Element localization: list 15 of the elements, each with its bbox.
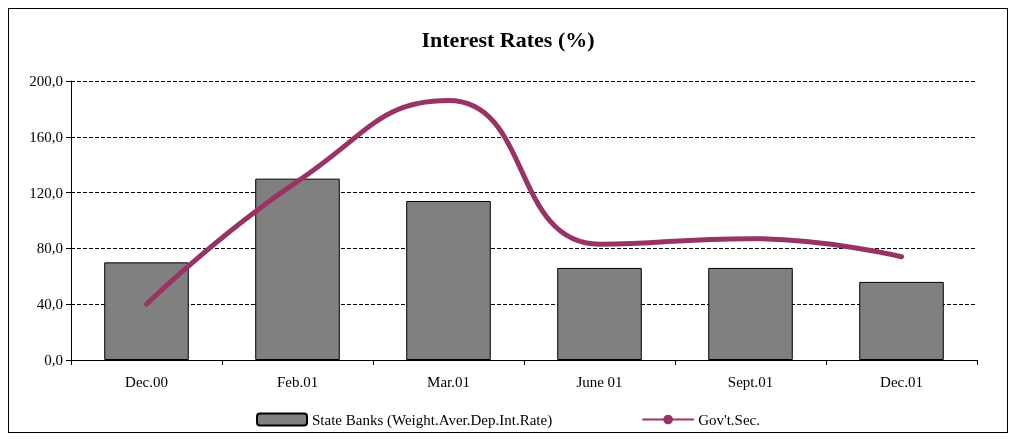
x-tick-label: Mar.01 [427, 373, 470, 390]
x-tick-label: Sept.01 [727, 373, 774, 390]
y-tick-label: 80,0 [36, 240, 63, 257]
chart-title: Interest Rates (%) [421, 26, 595, 52]
x-tick-label: Dec.01 [880, 373, 923, 390]
legend-label: State Banks (Weight.Aver.Dep.Int.Rate) [312, 411, 553, 429]
legend-label: Gov't.Sec. [698, 411, 760, 428]
x-tick-label: Dec.00 [125, 373, 168, 390]
y-tick-label: 0,0 [44, 352, 63, 368]
x-tick-label: June 01 [576, 373, 623, 390]
y-tick-label: 200,0 [29, 73, 63, 89]
y-tick-label: 120,0 [29, 184, 63, 201]
y-tick-label: 160,0 [29, 128, 63, 145]
x-tick-label: Feb.01 [276, 373, 319, 390]
y-tick-label: 40,0 [36, 296, 63, 313]
